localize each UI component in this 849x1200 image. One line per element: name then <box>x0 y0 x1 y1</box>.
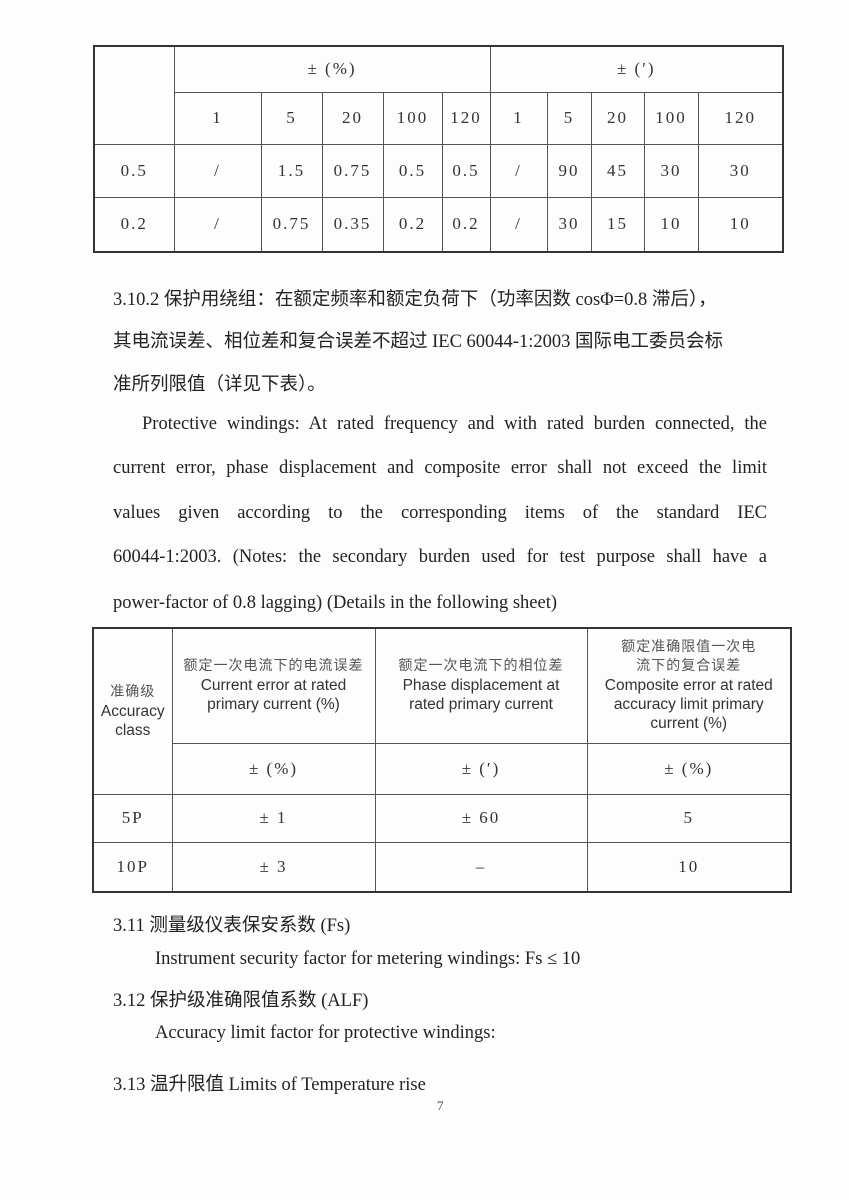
section-heading: 3.13 温升限值 Limits of Temperature rise <box>113 1075 426 1095</box>
sub-header: 100 <box>643 91 699 145</box>
value-cell: 30 <box>643 143 699 198</box>
class-cell: 0.2 <box>93 196 175 253</box>
value-cell: 0.5 <box>441 143 491 198</box>
value-cell: 30 <box>697 143 784 198</box>
en-paragraph-line: current error, phase displacement and co… <box>113 458 767 478</box>
class-cell: 10P <box>92 841 173 893</box>
header-en: Accuracy class <box>100 702 165 739</box>
value-cell: ± 60 <box>374 793 588 843</box>
sub-header: 1 <box>173 91 262 145</box>
section-heading: 3.12 保护级准确限值系数 (ALF) <box>113 991 369 1011</box>
value-cell: / <box>489 196 548 253</box>
header-zh: 额定一次电流下的电流误差 <box>183 658 364 675</box>
value-cell: 90 <box>546 143 592 198</box>
header-phase-displacement: 额定一次电流下的相位差 Phase displacement at rated … <box>374 627 588 744</box>
header-zh: 准确级 <box>110 683 156 700</box>
zh-paragraph-line: 准所列限值（详见下表）。 <box>113 375 326 395</box>
header-en: Current error at rated primary current (… <box>200 677 347 714</box>
header-current-error: 额定一次电流下的电流误差 Current error at rated prim… <box>171 627 376 744</box>
value-cell: ± 1 <box>171 793 376 843</box>
metering-accuracy-table: ± (%) ± (′) 1 5 20 100 120 1 5 20 100 12… <box>93 45 785 253</box>
group-header: ± (%) <box>173 45 491 93</box>
section-body: Instrument security factor for metering … <box>155 949 581 969</box>
table-row: 10P ± 3 – 10 <box>92 841 792 893</box>
table-row: 0.5 / 1.5 0.75 0.5 0.5 / 90 45 30 30 <box>93 143 784 198</box>
value-cell: 0.75 <box>260 196 323 253</box>
header-en: Phase displacement at rated primary curr… <box>402 677 560 714</box>
value-cell: 0.2 <box>382 196 443 253</box>
en-paragraph-line: values given according to the correspond… <box>113 503 767 523</box>
sub-header: 20 <box>590 91 645 145</box>
value-cell: 0.35 <box>321 196 384 253</box>
class-cell: 0.5 <box>93 143 175 198</box>
unit-cell: ± (′) <box>374 742 588 795</box>
table-row: 5P ± 1 ± 60 5 <box>92 793 792 843</box>
value-cell: 1.5 <box>260 143 323 198</box>
value-cell: / <box>489 143 548 198</box>
sub-header: 100 <box>382 91 443 145</box>
value-cell: 0.75 <box>321 143 384 198</box>
page-number: 7 <box>437 1098 444 1113</box>
value-cell: 0.2 <box>441 196 491 253</box>
value-cell: / <box>173 143 262 198</box>
unit-cell: ± (%) <box>586 742 792 795</box>
sub-header: 5 <box>260 91 323 145</box>
en-paragraph-line: Protective windings: At rated frequency … <box>142 414 767 434</box>
value-cell: 10 <box>697 196 784 253</box>
value-cell: – <box>374 841 588 893</box>
unit-cell: ± (%) <box>171 742 376 795</box>
header-composite-error: 额定准确限值一次电流下的复合误差 Composite error at rate… <box>586 627 792 744</box>
zh-paragraph-line: 3.10.2 保护用绕组：在额定频率和额定负荷下（功率因数 cosΦ=0.8 滞… <box>113 290 717 310</box>
zh-paragraph-line: 其电流误差、相位差和复合误差不超过 IEC 60044-1:2003 国际电工委… <box>113 332 723 352</box>
section-heading: 3.11 测量级仪表保安系数 (Fs) <box>113 916 351 936</box>
value-cell: / <box>173 196 262 253</box>
sub-header: 20 <box>321 91 384 145</box>
en-paragraph-line: power-factor of 0.8 lagging) (Details in… <box>113 593 558 613</box>
class-cell: 5P <box>92 793 173 843</box>
protective-accuracy-table: 准确级 Accuracy class 额定一次电流下的电流误差 Current … <box>92 627 792 893</box>
table-row: 0.2 / 0.75 0.35 0.2 0.2 / 30 15 10 10 <box>93 196 784 253</box>
sub-header: 120 <box>697 91 784 145</box>
value-cell: 30 <box>546 196 592 253</box>
header-en: Composite error at rated accuracy limit … <box>604 677 773 733</box>
value-cell: 5 <box>586 793 792 843</box>
corner-cell <box>93 45 175 145</box>
en-paragraph-line: 60044-1:2003. (Notes: the secondary burd… <box>113 547 767 567</box>
value-cell: 45 <box>590 143 645 198</box>
sub-header: 120 <box>441 91 491 145</box>
sub-header: 1 <box>489 91 548 145</box>
value-cell: 15 <box>590 196 645 253</box>
value-cell: 10 <box>586 841 792 893</box>
header-zh: 额定准确限值一次电流下的复合误差 <box>621 639 757 675</box>
group-header: ± (′) <box>489 45 784 93</box>
section-body: Accuracy limit factor for protective win… <box>155 1023 496 1043</box>
sub-header: 5 <box>546 91 592 145</box>
value-cell: 10 <box>643 196 699 253</box>
value-cell: ± 3 <box>171 841 376 893</box>
value-cell: 0.5 <box>382 143 443 198</box>
header-accuracy-class: 准确级 Accuracy class <box>92 627 173 795</box>
header-zh: 额定一次电流下的相位差 <box>398 658 564 675</box>
